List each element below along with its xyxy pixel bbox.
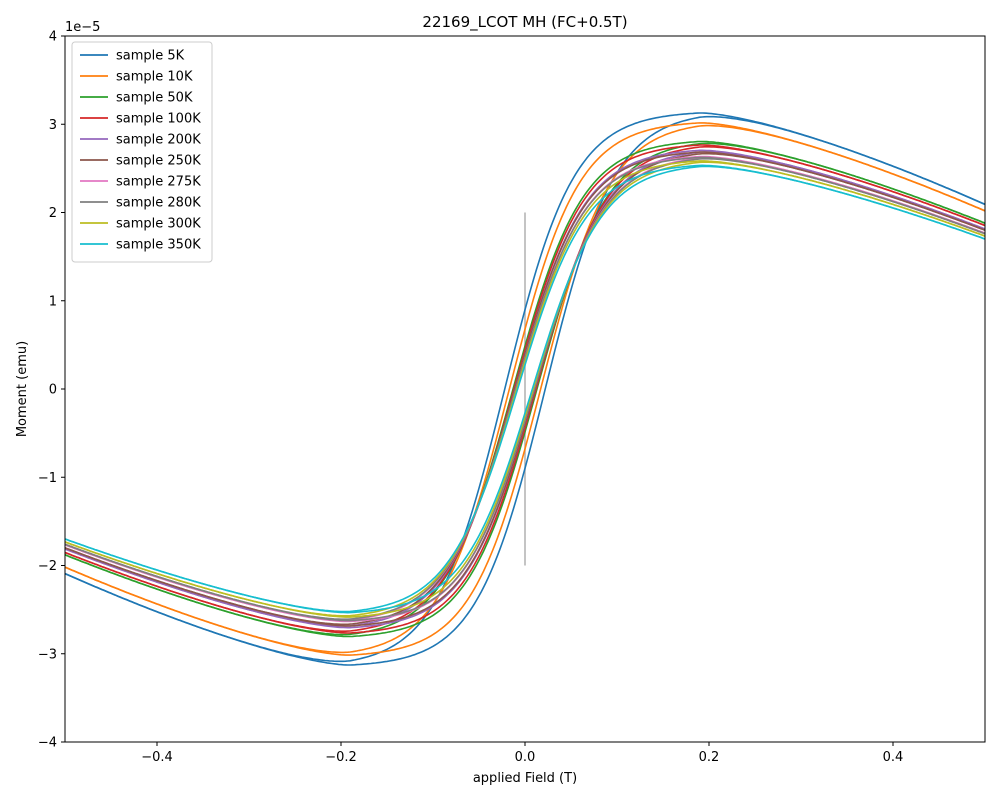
y-tick-label: −1	[38, 471, 57, 486]
y-tick-label: −4	[38, 736, 57, 751]
y-tick-label: 4	[49, 30, 57, 45]
series-sample-50k	[65, 140, 985, 638]
plot-area	[64, 35, 986, 743]
legend-label: sample 50K	[116, 91, 193, 106]
y-tick-label: −3	[38, 647, 57, 662]
series-line-descending	[65, 122, 985, 654]
x-tick-label: −0.2	[325, 750, 357, 765]
legend-label: sample 100K	[116, 112, 201, 127]
legend-label: sample 5K	[116, 49, 185, 64]
y-tick-label: −2	[38, 559, 57, 574]
series-line-descending	[65, 164, 985, 613]
legend-label: sample 275K	[116, 175, 201, 190]
series-sample-10k	[65, 122, 985, 656]
x-axis-label: applied Field (T)	[473, 771, 577, 786]
series-line-descending	[65, 140, 985, 636]
y-tick-label: 1	[49, 294, 57, 309]
series-sample-280k	[65, 156, 985, 622]
series-sample-100k	[65, 144, 985, 634]
legend-label: sample 280K	[116, 196, 201, 211]
x-axis: −0.4 −0.2 0.0 0.2 0.4	[141, 742, 903, 765]
y-tick-label: 3	[49, 118, 57, 133]
legend-label: sample 350K	[116, 238, 201, 253]
series-sample-250k	[65, 151, 985, 627]
series-line-descending	[65, 156, 985, 620]
x-tick-label: 0.0	[515, 750, 536, 765]
y-axis: −4 −3 −2 −1 0 1 2 3 4	[38, 30, 65, 751]
y-tick-label: 0	[49, 383, 57, 398]
legend-label: sample 10K	[116, 70, 193, 85]
x-tick-label: 0.4	[883, 750, 904, 765]
x-tick-label: −0.4	[141, 750, 173, 765]
series-line-descending	[65, 144, 985, 632]
y-offset-label: 1e−5	[65, 20, 100, 35]
series-line-descending	[65, 151, 985, 626]
series-sample-300k	[65, 160, 985, 618]
legend-label: sample 200K	[116, 133, 201, 148]
x-tick-label: 0.2	[699, 750, 720, 765]
y-axis-label: Moment (emu)	[15, 341, 30, 437]
series-line-descending	[65, 160, 985, 617]
series-line-descending	[65, 112, 985, 663]
y-tick-label: 2	[49, 206, 57, 221]
legend-label: sample 250K	[116, 154, 201, 169]
series-sample-5k	[65, 112, 985, 666]
legend-label: sample 300K	[116, 217, 201, 232]
series-sample-350k	[65, 164, 985, 614]
chart-title: 22169_LCOT MH (FC+0.5T)	[422, 13, 627, 32]
legend: sample 5K sample 10K sample 50K sample 100K…	[71, 41, 213, 263]
